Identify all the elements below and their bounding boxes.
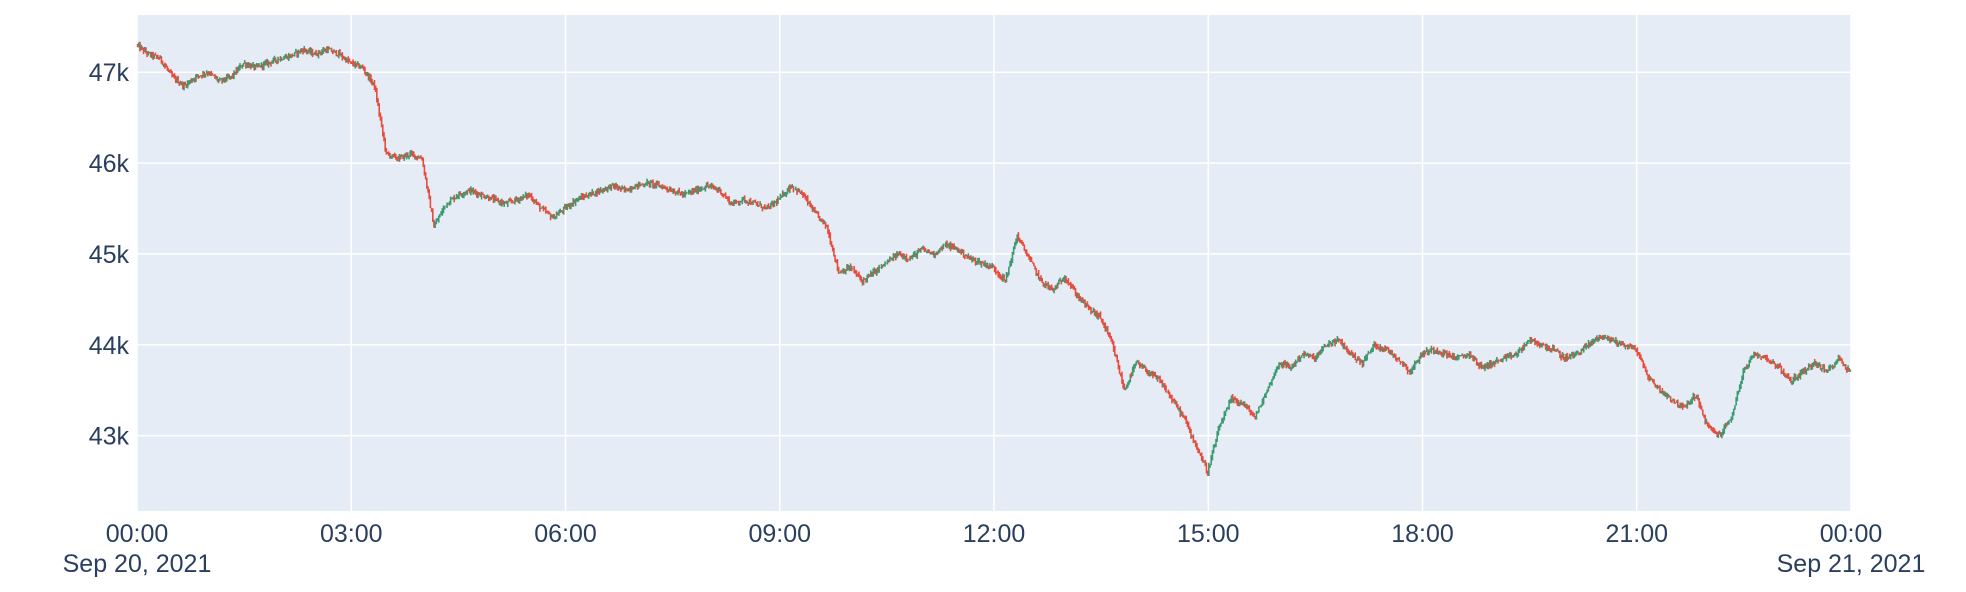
y-tick-label: 44k: [89, 332, 130, 360]
y-tick-label: 45k: [89, 241, 130, 269]
x-tick-sublabel: Sep 21, 2021: [1777, 550, 1926, 578]
x-tick-label: 06:00: [534, 520, 597, 548]
x-tick-label: 18:00: [1391, 520, 1454, 548]
x-tick-label: 00:00: [1820, 520, 1883, 548]
y-tick-label: 47k: [89, 59, 130, 87]
y-tick-label: 43k: [89, 423, 130, 451]
x-tick-label: 21:00: [1605, 520, 1668, 548]
candles: [136, 41, 1852, 477]
x-tick-sublabel: Sep 20, 2021: [63, 550, 212, 578]
x-tick-label: 03:00: [320, 520, 383, 548]
y-axis-ticks: 43k 44k 45k 46k 47k: [89, 59, 130, 450]
y-tick-label: 46k: [89, 150, 130, 178]
x-tick-label: 09:00: [748, 520, 811, 548]
x-tick-label: 00:00: [106, 520, 169, 548]
x-tick-label: 12:00: [963, 520, 1026, 548]
x-tick-label: 15:00: [1177, 520, 1240, 548]
